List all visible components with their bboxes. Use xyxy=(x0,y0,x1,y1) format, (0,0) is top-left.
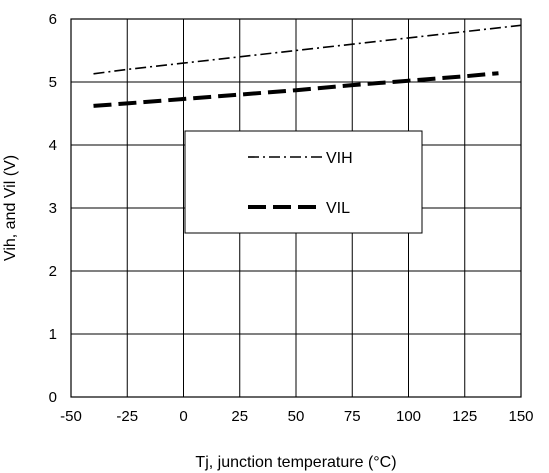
y-tick-label: 5 xyxy=(49,74,57,91)
series-line-vil xyxy=(93,71,499,108)
y-tick-label: 6 xyxy=(49,11,57,28)
x-tick-label: -25 xyxy=(116,408,138,425)
x-tick-label: 150 xyxy=(508,408,533,425)
y-axis-title: Vih, and Vil (V) xyxy=(2,155,19,261)
legend-box xyxy=(184,130,423,234)
x-tick-label: 75 xyxy=(344,408,361,425)
x-tick-label: -50 xyxy=(60,408,82,425)
y-tick-label: 3 xyxy=(49,200,57,217)
series-lines xyxy=(93,24,522,108)
x-axis-title: Tj, junction temperature (°C) xyxy=(195,454,396,471)
x-tick-label: 50 xyxy=(288,408,305,425)
plot-area-frame xyxy=(70,18,522,398)
y-tick-label: 0 xyxy=(49,389,57,406)
x-tick-label: 125 xyxy=(452,408,477,425)
y-tick-label: 4 xyxy=(49,137,57,154)
legend: VIH VIL xyxy=(184,130,423,234)
x-tick-labels: -50 -25 0 25 50 75 100 125 150 xyxy=(60,408,533,425)
x-tick-label: 0 xyxy=(179,408,187,425)
legend-label-vil: VIL xyxy=(326,200,350,217)
y-tick-label: 2 xyxy=(49,263,57,280)
x-tick-label: 25 xyxy=(231,408,248,425)
y-tick-labels: 0 1 2 3 4 5 6 xyxy=(49,11,57,406)
y-tick-label: 1 xyxy=(49,326,57,343)
legend-label-vih: VIH xyxy=(326,150,353,167)
x-tick-label: 100 xyxy=(396,408,421,425)
series-line-vih xyxy=(93,24,522,75)
